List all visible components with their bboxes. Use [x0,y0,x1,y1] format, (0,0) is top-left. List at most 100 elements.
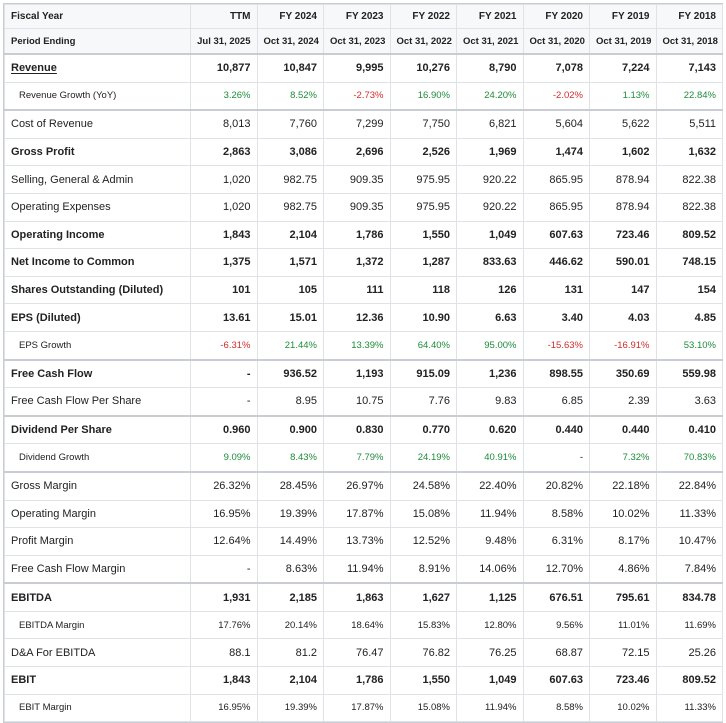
table-cell: 10.90 [389,303,457,332]
table-cell: 936.52 [256,358,324,389]
table-row: Net Income to Common 1,375 1,571 1,372 1,287… [4,248,723,277]
table-cell: 17.87% [323,693,391,723]
table-cell: 8.91% [389,554,457,584]
table-cell: -2.02% [522,81,590,111]
row-label: Cost of Revenue [4,109,191,139]
column-header: FY 2022 [389,4,457,29]
table-cell: 0.830 [323,414,391,445]
period-date: Oct 31, 2023 [323,28,391,55]
table-row: Dividend Per Share 0.960 0.900 0.830 0.770 0.… [4,414,723,445]
row-label: Gross Margin [4,470,191,501]
table-cell: 915.09 [389,358,457,389]
row-label: Free Cash Flow Per Share [4,387,191,417]
row-label-text: Operating Expenses [11,201,111,214]
column-header: TTM [190,4,258,29]
table-cell: 2,696 [323,137,391,167]
table-cell: 8,013 [190,109,258,139]
table-cell: 2,104 [256,220,324,250]
row-label-text: Free Cash Flow [11,367,93,380]
table-cell: 10.02% [589,499,657,529]
row-label-text: Operating Margin [11,507,96,520]
row-label-text: Free Cash Flow Per Share [11,395,142,408]
row-label: Shares Outstanding (Diluted) [4,275,191,305]
table-cell: 11.01% [589,610,657,640]
row-label: EPS (Diluted) [4,303,191,332]
table-cell: 5,604 [522,109,590,139]
table-cell: 28.45% [256,470,324,501]
table-cell: 18.64% [323,610,391,640]
table-cell: 64.40% [389,330,457,361]
table-cell: 878.94 [589,192,657,222]
table-cell: 9,995 [323,53,391,83]
table-cell: 7,750 [389,109,457,139]
period-ending-header-row: Period Ending Jul 31, 2025 Oct 31, 2024 … [4,28,723,55]
period-ending-label: Period Ending [4,28,191,55]
row-label[interactable]: Revenue [4,53,191,83]
table-cell: 0.900 [256,414,324,445]
period-date: Oct 31, 2021 [456,28,524,55]
row-label: Operating Income [4,220,191,250]
table-cell: 2,526 [389,137,457,167]
table-cell: 15.08% [389,499,457,529]
row-label: Gross Profit [4,137,191,167]
table-cell: 1,125 [456,582,524,612]
table-cell: 7.84% [655,554,723,584]
table-cell: 909.35 [323,192,391,222]
table-row: EPS (Diluted) 13.61 15.01 12.36 10.90 6.63 3.4… [4,303,723,332]
table-cell: 1,632 [655,137,723,167]
row-label-text: Cost of Revenue [11,118,93,131]
table-cell: 676.51 [522,582,590,612]
table-cell: 834.78 [655,582,723,612]
table-cell: 809.52 [655,666,723,695]
row-label-text: Shares Outstanding (Diluted) [11,284,164,297]
table-cell: 8.52% [256,81,324,111]
table-cell: 19.39% [256,693,324,723]
table-cell: 11.94% [456,499,524,529]
table-cell: 12.52% [389,527,457,556]
table-cell: 22.18% [589,470,657,501]
table-cell: 9.48% [456,527,524,556]
row-label-link[interactable]: Revenue [11,62,57,75]
table-cell: 12.70% [522,554,590,584]
table-cell: 833.63 [456,248,524,277]
period-date: Oct 31, 2020 [522,28,590,55]
table-cell: 21.44% [256,330,324,361]
table-row: EPS Growth -6.31% 21.44% 13.39% 64.40% 95.00%… [4,330,723,361]
table-cell: 1,627 [389,582,457,612]
table-cell: 865.95 [522,192,590,222]
table-cell: - [190,554,258,584]
table-cell: -6.31% [190,330,258,361]
table-cell: 53.10% [655,330,723,361]
table-cell: 9.09% [190,443,258,473]
table-cell: 2,185 [256,582,324,612]
column-header: FY 2023 [323,4,391,29]
table-cell: 70.83% [655,443,723,473]
row-label-text: Selling, General & Admin [11,173,134,186]
table-cell: 5,622 [589,109,657,139]
table-row: Profit Margin 12.64% 14.49% 13.73% 12.52% 9.4… [4,527,723,556]
table-cell: 81.2 [256,638,324,668]
table-cell: 809.52 [655,220,723,250]
table-cell: 446.62 [522,248,590,277]
row-label: Free Cash Flow Margin [4,554,191,584]
table-cell: 0.960 [190,414,258,445]
table-cell: 7.76 [389,387,457,417]
table-cell: 1,969 [456,137,524,167]
table-cell: 1.13% [589,81,657,111]
table-cell: 1,843 [190,666,258,695]
table-cell: 8.43% [256,443,324,473]
table-row: EBIT 1,843 2,104 1,786 1,550 1,049 607.63 723.4… [4,666,723,695]
row-label-text: EBIT [11,674,37,687]
column-header: FY 2024 [256,4,324,29]
table-cell: 1,786 [323,666,391,695]
table-cell: 3,086 [256,137,324,167]
row-label-text: Gross Profit [11,146,75,159]
table-cell: 607.63 [522,220,590,250]
table-cell: 0.620 [456,414,524,445]
table-cell: 795.61 [589,582,657,612]
row-label-text: Revenue Growth (YoY) [19,90,117,102]
table-cell: 24.58% [389,470,457,501]
period-date: Oct 31, 2018 [655,28,723,55]
table-cell: 17.76% [190,610,258,640]
income-statement-table: Fiscal Year TTM FY 2024 FY 2023 FY 2022 … [4,4,723,723]
